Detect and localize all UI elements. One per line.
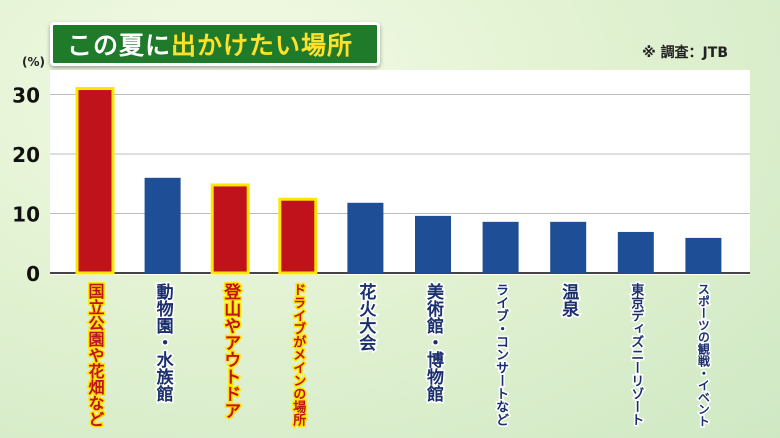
bar-5 (347, 202, 384, 273)
y-tick-label: 30 (12, 84, 40, 108)
bar-6 (415, 215, 451, 273)
bars (75, 87, 722, 275)
category-label-5: 花火大会 (355, 282, 376, 352)
bar-2 (144, 177, 181, 273)
category-label-10: スポーツの観戦・イベント (696, 283, 710, 427)
source-note: ※ 調査：JTB (642, 45, 728, 61)
title-part-2: 出かけたい場所 (171, 31, 354, 60)
y-tick-label: 0 (26, 262, 40, 286)
y-tick-label: 10 (12, 203, 40, 227)
y-axis-unit-label: (%) (22, 55, 45, 69)
category-label-1: 国立公園や花畑など (86, 283, 105, 427)
bar-3 (210, 183, 250, 275)
bar-1 (75, 87, 115, 275)
bar-9 (617, 231, 654, 273)
category-label-8: 温泉 (558, 283, 580, 318)
bar-4 (278, 197, 318, 275)
bar-10 (685, 237, 722, 273)
category-label-2: 動物園・水族館 (153, 282, 175, 403)
category-labels: 国立公園や花畑など 動物園・水族館 登山やアウトドア ドライブがメインの場所 花火大会 美… (84, 280, 712, 428)
bar-8 (550, 221, 587, 273)
category-label-9: 東京ディズニーリゾート (628, 282, 644, 426)
category-label-3: 登山やアウトドア (220, 282, 242, 419)
chart-title: この夏に 出かけたい場所 (50, 22, 380, 66)
y-tick-label: 20 (12, 143, 40, 167)
category-label-4: ドライブがメインの場所 (290, 283, 306, 427)
bar-7 (482, 221, 519, 273)
category-label-7: ライブ・コンサートなど (493, 283, 509, 426)
y-axis-ticks: 0 10 20 30 (12, 84, 40, 287)
category-label-6: 美術館・博物館 (423, 282, 445, 403)
title-part-1: この夏に (67, 31, 172, 60)
